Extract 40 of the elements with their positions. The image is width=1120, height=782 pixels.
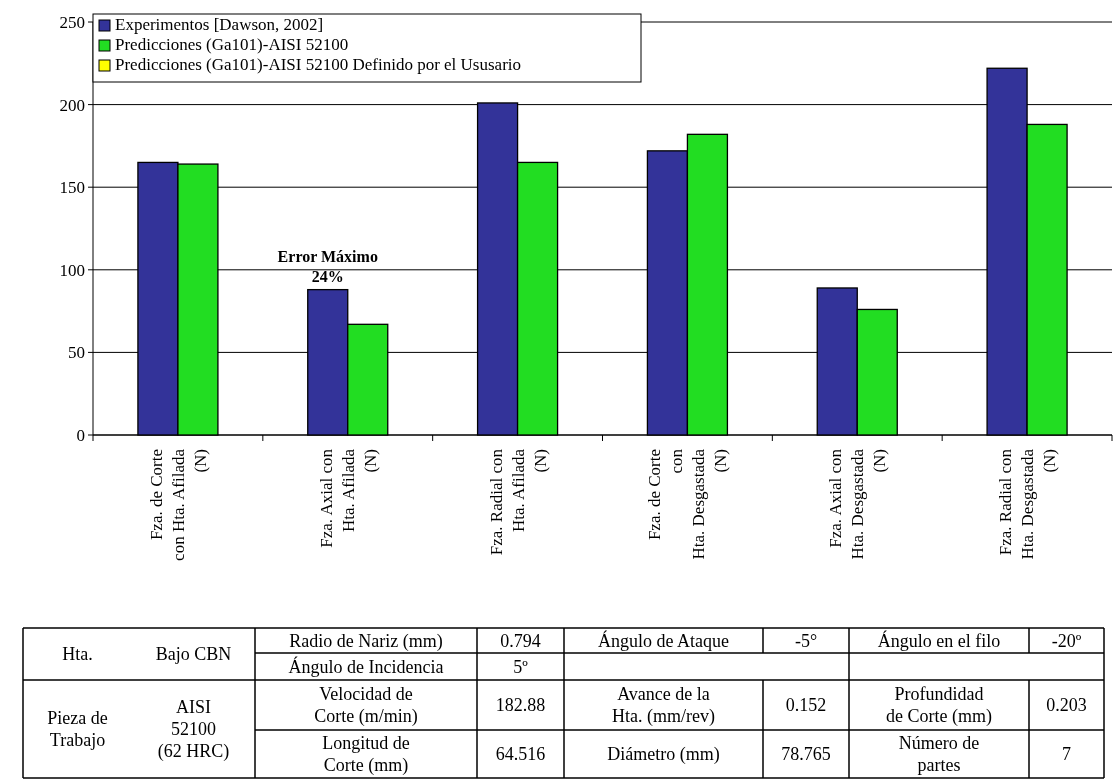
- y-tick-label: 150: [59, 178, 85, 198]
- text: Profundidad de Corte (mm): [886, 684, 992, 728]
- x-tick-label: Fza. Radial con Hta. Afilada (N): [486, 448, 550, 556]
- text: Ángulo de Incidencia: [288, 655, 444, 677]
- x-tick-label: Fza. Axial con Hta. Desgastada (N): [826, 448, 890, 560]
- text: Velocidad de Corte (m/min): [314, 684, 418, 728]
- text: 0.794: [500, 630, 541, 651]
- text: Diámetro (mm): [607, 744, 720, 766]
- text: 182.88: [495, 695, 546, 716]
- text: Bajo CBN: [155, 644, 232, 665]
- y-tick-label: 200: [59, 95, 85, 115]
- text: Número de partes: [898, 733, 980, 776]
- y-tick-label: 0: [76, 425, 85, 445]
- text: 78.765: [781, 744, 831, 765]
- legend-label: Predicciones (Ga101)-AISI 52100: [115, 35, 349, 54]
- text: 7: [1062, 744, 1071, 765]
- text: Avance de la Hta. (mm/rev): [612, 684, 715, 728]
- text: AISI 52100 (62 HRC): [157, 697, 230, 763]
- text: -5°: [794, 630, 818, 651]
- x-tick-label: Fza. de Corte con Hta. Afilada (N): [146, 448, 210, 561]
- legend-label: Predicciones (Ga101)-AISI 52100 Definido por el Ususario: [115, 55, 522, 74]
- text: 5º: [513, 656, 529, 677]
- text: Radio de Nariz (mm): [289, 630, 443, 652]
- text: 64.516: [495, 744, 546, 765]
- y-tick-label: 250: [59, 12, 85, 32]
- text: Pieza de Trabajo: [47, 708, 108, 751]
- text: 0.152: [785, 695, 827, 716]
- y-tick-label: 100: [59, 260, 85, 280]
- text: -20º: [1051, 630, 1082, 651]
- annotation: Error Máximo 24%: [277, 247, 378, 285]
- text: Ángulo en el filo: [877, 629, 1001, 651]
- x-tick-label: Fza. de Corte con Hta. Desgastada (N): [645, 448, 731, 560]
- x-tick-label: Fza. Axial con Hta. Afilada (N): [316, 448, 380, 548]
- y-tick-label: 50: [68, 343, 85, 363]
- legend-label: Experimentos [Dawson, 2002]: [115, 15, 324, 34]
- text: Hta.: [62, 644, 93, 665]
- text: Longitud de Corte (mm): [322, 733, 410, 777]
- text: 0.203: [1046, 695, 1087, 716]
- x-tick-label: Fza. Radial con Hta. Desgastada (N): [996, 448, 1060, 560]
- text: Ángulo de Ataque: [598, 629, 729, 651]
